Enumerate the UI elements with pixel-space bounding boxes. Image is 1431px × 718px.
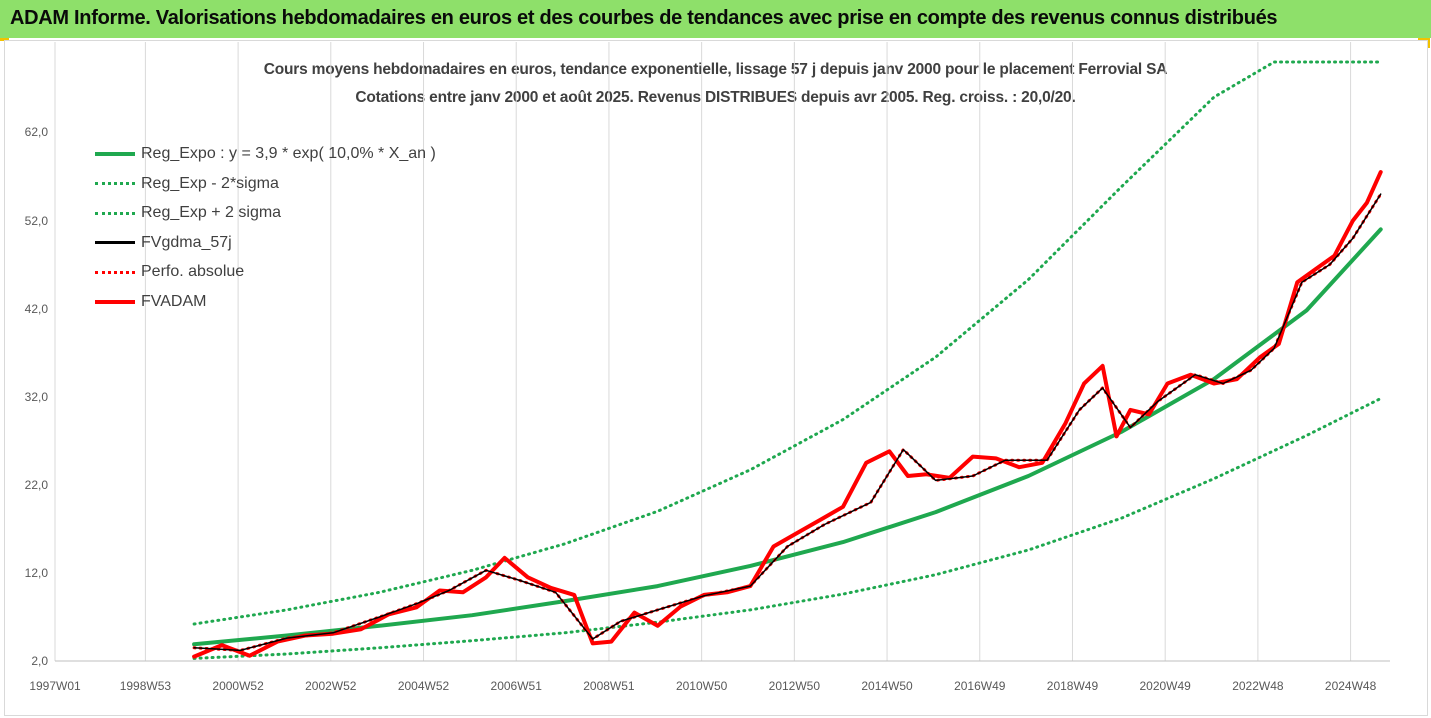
y-tick-label: 52,0 <box>24 213 48 228</box>
x-tick-label: 2010W50 <box>675 679 728 693</box>
legend-item: Perfo. absolue <box>95 262 244 282</box>
x-tick-label: 2014W50 <box>861 679 913 693</box>
legend-swatch <box>95 182 135 185</box>
x-tick-label: 1998W53 <box>119 679 172 693</box>
x-tick-label: 2016W49 <box>954 679 1006 693</box>
x-tick-label: 2018W49 <box>1046 679 1099 693</box>
corner-mark-right <box>1427 38 1430 48</box>
legend-label: Perfo. absolue <box>141 263 245 280</box>
legend-item: Reg_Exp + 2 sigma <box>95 203 281 223</box>
x-tick-label: 2004W52 <box>397 679 450 693</box>
series-line-3 <box>193 193 1382 652</box>
y-tick-label: 22,0 <box>24 477 48 492</box>
y-tick-label: 42,0 <box>24 301 48 316</box>
x-tick-label: 1997W01 <box>29 679 81 693</box>
x-tick-label: 2024W48 <box>1324 679 1377 693</box>
series-line-2 <box>192 60 1383 626</box>
series-line-0 <box>192 227 1383 647</box>
x-tick-label: 2012W50 <box>768 679 821 693</box>
chart-subtitle: Cotations entre janv 2000 et août 2025. … <box>355 89 1076 106</box>
header-banner: ADAM Informe. Valorisations hebdomadaire… <box>0 0 1431 38</box>
legend-swatch <box>95 152 135 156</box>
x-tick-label: 2020W49 <box>1139 679 1191 693</box>
legend-label: Reg_Exp - 2*sigma <box>141 174 279 192</box>
legend-swatch <box>95 211 135 215</box>
legend-item: FVADAM <box>95 292 206 312</box>
series-line-4 <box>192 192 1383 652</box>
x-tick-label: 2022W48 <box>1232 679 1284 693</box>
x-tick-label: 2008W51 <box>583 679 635 693</box>
y-tick-label: 32,0 <box>24 389 48 404</box>
legend-label: FVgdma_57j <box>141 233 232 251</box>
x-tick-label: 2000W52 <box>212 679 264 693</box>
legend-label: Reg_Expo : y = 3,9 * exp( 10,0% * X_an ) <box>141 145 436 162</box>
corner-mark-top-right <box>1418 38 1430 41</box>
legend-label: Reg_Exp + 2 sigma <box>141 204 282 221</box>
y-tick-label: 62,0 <box>24 125 48 140</box>
legend-swatch <box>95 270 135 274</box>
x-tick-label: 2002W52 <box>305 679 357 693</box>
legend-item: Reg_Exp - 2*sigma <box>95 174 279 194</box>
y-tick-label: 12,0 <box>24 565 48 580</box>
corner-mark-top-left <box>0 38 9 41</box>
legend-item: FVgdma_57j <box>95 233 232 253</box>
banner-title: ADAM Informe. Valorisations hebdomadaire… <box>10 7 1278 29</box>
series-line-1 <box>192 397 1383 660</box>
x-tick-label: 2006W51 <box>490 679 542 693</box>
legend-item: Reg_Expo : y = 3,9 * exp( 10,0% * X_an ) <box>95 144 436 164</box>
series-line-5 <box>192 170 1383 659</box>
y-tick-label: 2,0 <box>31 654 48 668</box>
legend-label: FVADAM <box>141 292 207 310</box>
legend-swatch <box>95 299 135 304</box>
chart-title: Cours moyens hebdomadaires en euros, ten… <box>263 61 1168 78</box>
legend-swatch <box>95 241 135 244</box>
